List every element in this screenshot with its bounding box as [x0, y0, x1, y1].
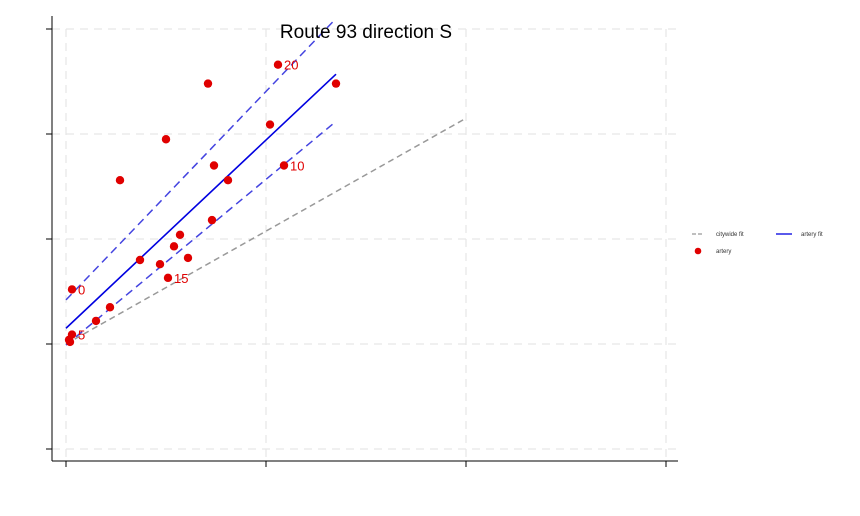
data-point	[115, 176, 125, 185]
data-point	[161, 135, 171, 144]
chart-title: Route 93 direction S	[280, 22, 452, 43]
axes	[46, 16, 678, 467]
data-point	[223, 176, 233, 185]
legend-artery-marker	[694, 247, 702, 255]
data-point	[207, 215, 217, 225]
legend: citywide fit artery fit artery	[692, 232, 823, 255]
data-point	[155, 260, 165, 269]
data-point	[209, 161, 219, 170]
data-point	[163, 273, 173, 283]
data-point	[331, 79, 341, 88]
citywide-fit-line	[65, 117, 467, 345]
data-point	[273, 60, 283, 69]
x-ticks	[65, 461, 667, 467]
data-points	[64, 60, 341, 347]
data-point	[183, 253, 193, 263]
grid	[52, 28, 678, 461]
point-label: 5	[78, 328, 85, 343]
point-label: 10	[290, 159, 304, 174]
legend-artery-label: artery	[716, 249, 731, 255]
data-point	[65, 337, 75, 347]
data-point	[279, 161, 289, 170]
artery-fit-line	[65, 73, 337, 329]
point-label: 15	[174, 271, 188, 286]
data-point	[203, 79, 213, 88]
point-label: 0	[78, 282, 85, 297]
data-point	[265, 120, 275, 129]
y-ticks	[46, 28, 52, 450]
data-point	[67, 285, 77, 294]
legend-citywide-fit-label: citywide fit	[716, 232, 744, 238]
data-point	[105, 303, 115, 312]
legend-artery-fit-label: artery fit	[801, 232, 823, 238]
point-label: 20	[284, 58, 298, 73]
data-point	[169, 242, 179, 251]
data-point	[175, 230, 185, 239]
artery-ci-lower-line	[65, 120, 337, 346]
data-point	[135, 255, 145, 265]
data-point	[91, 316, 101, 326]
point-labels: 0 5 15 20 10	[78, 58, 304, 343]
